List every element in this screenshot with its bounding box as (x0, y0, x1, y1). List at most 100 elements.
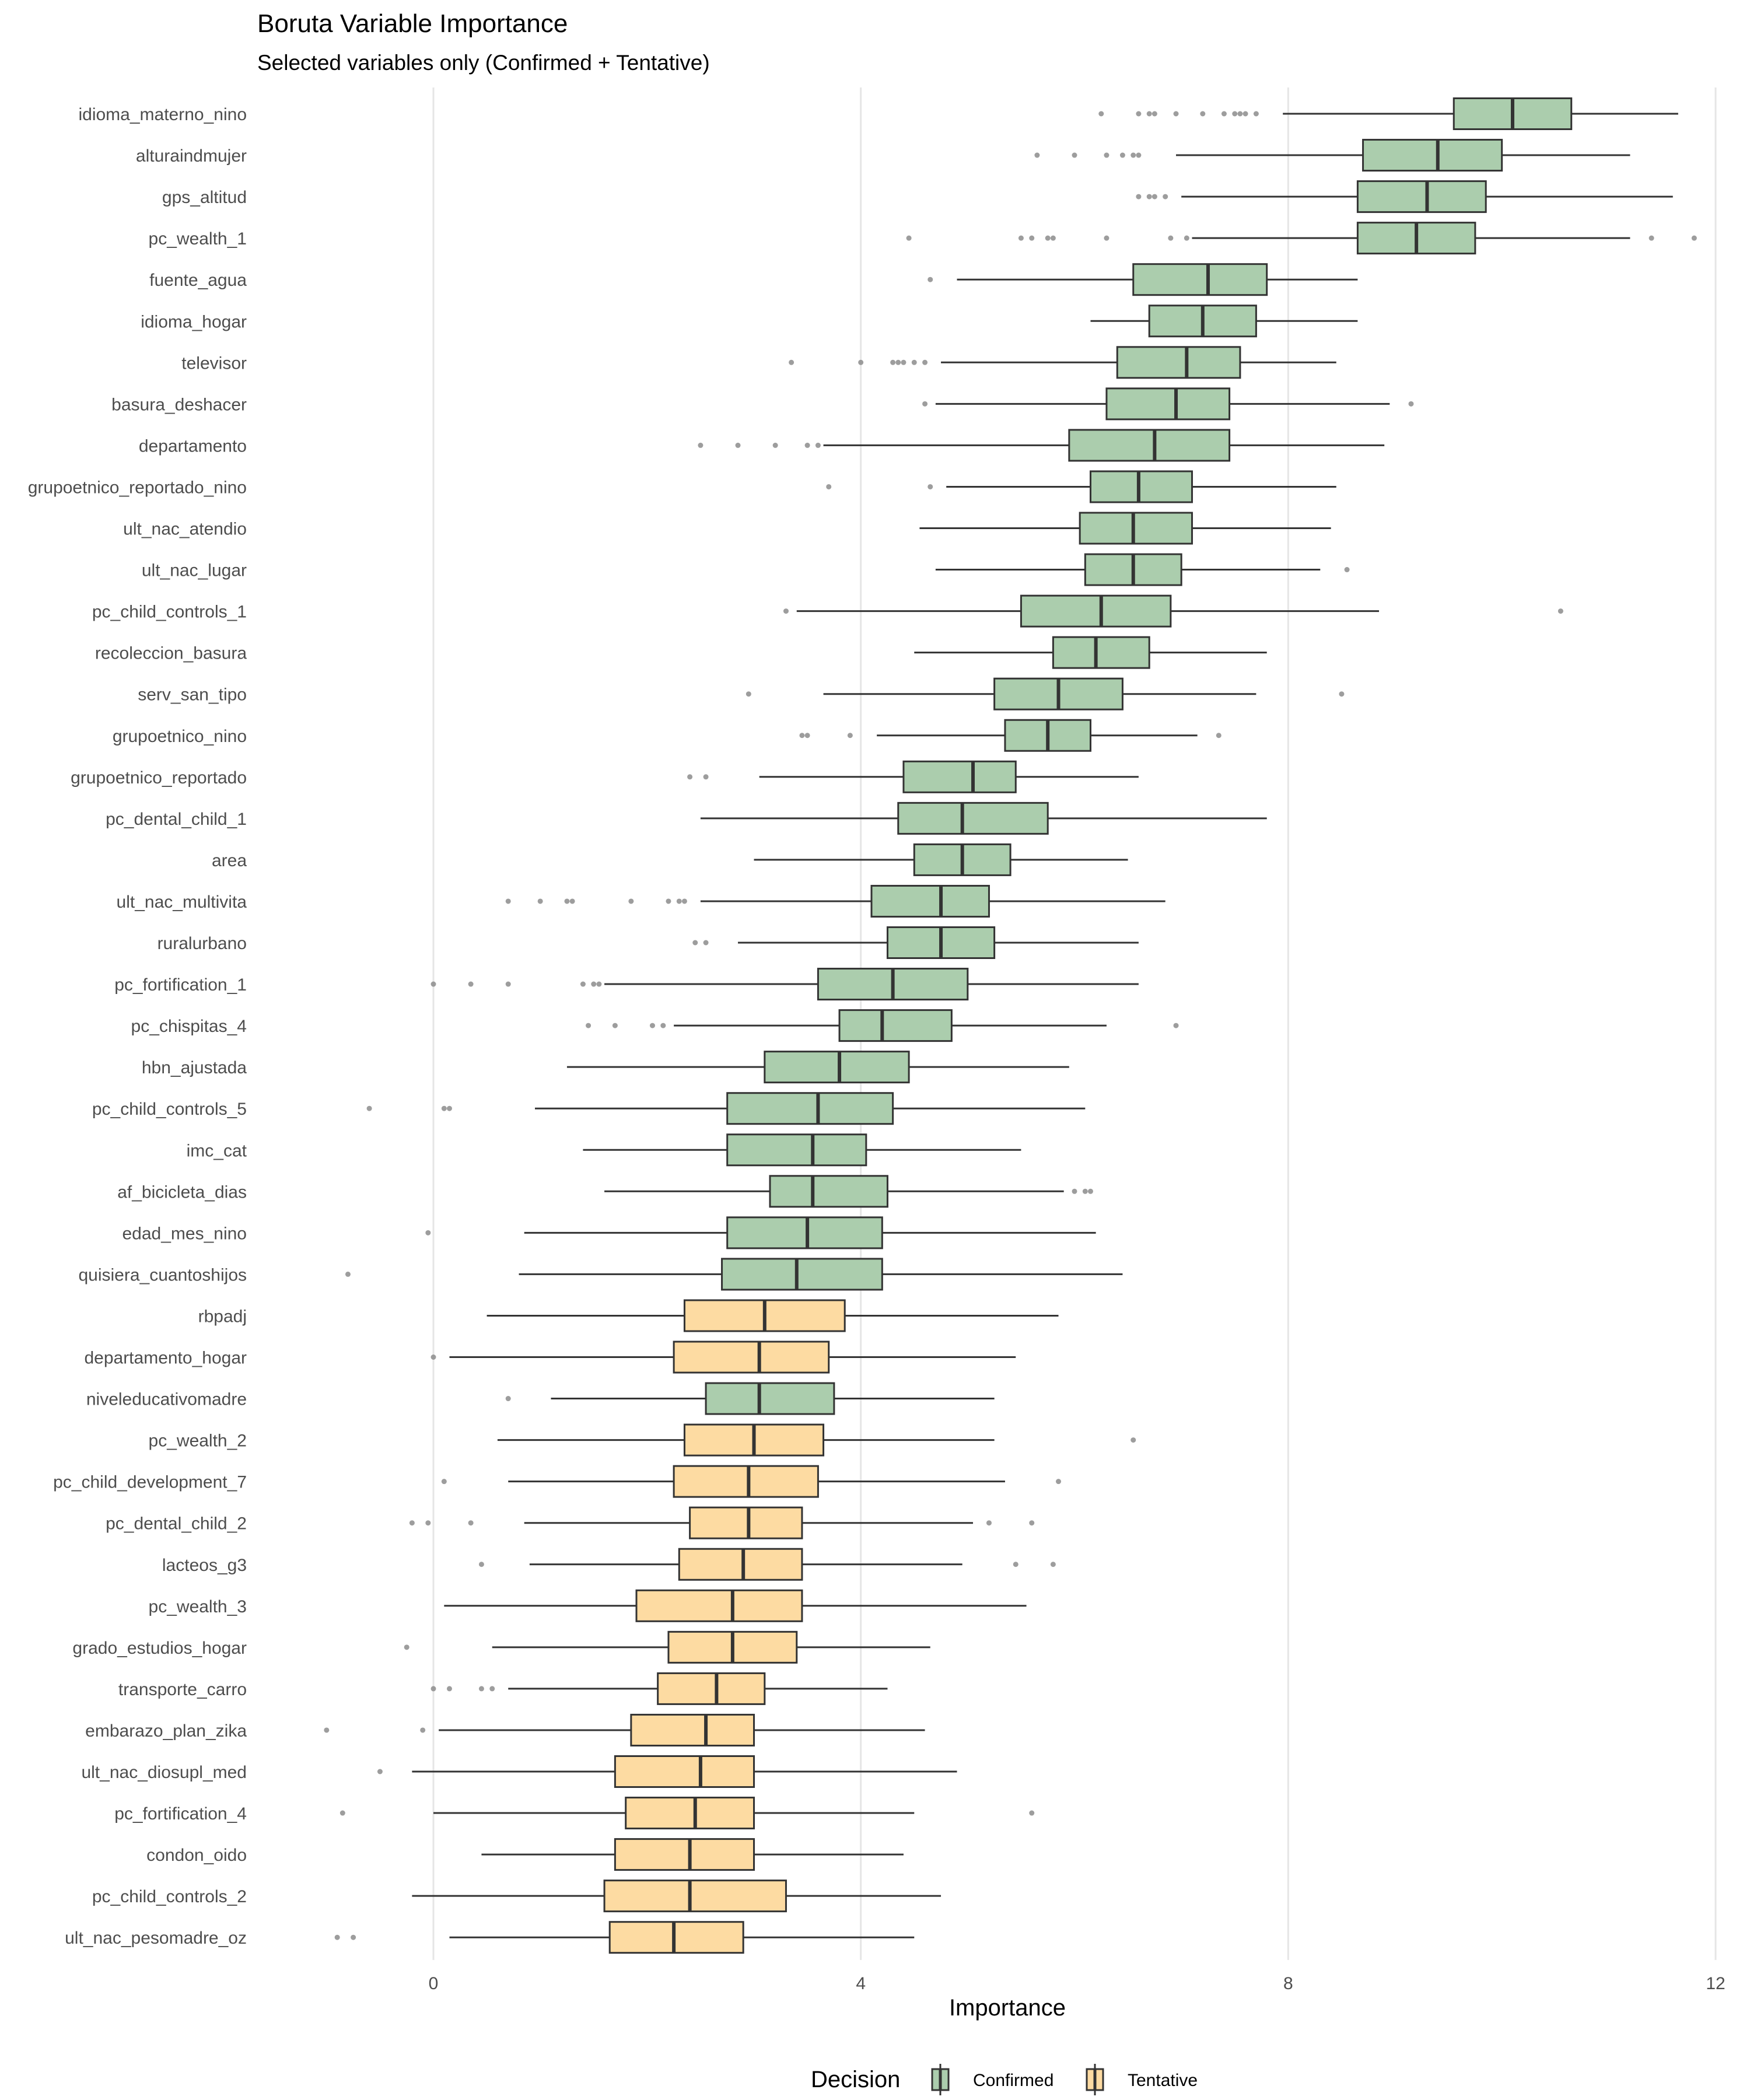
x-tick-label: 12 (1706, 1974, 1725, 1993)
y-axis-label: af_bicicleta_dias (117, 1182, 247, 1202)
y-axis-label: pc_child_development_7 (53, 1473, 247, 1492)
box (870, 884, 990, 918)
outlier-point (505, 898, 511, 904)
boxplot-row (412, 1880, 942, 1913)
boxplot-row (505, 1382, 995, 1415)
outlier-point (1558, 608, 1563, 614)
box (726, 1092, 894, 1125)
boxplot-row (698, 429, 1385, 462)
outlier-point (1050, 235, 1056, 241)
outlier-point (1648, 235, 1654, 241)
outlier-point (468, 981, 474, 987)
outlier-point (649, 1023, 655, 1028)
boxplot-row (430, 1672, 888, 1705)
y-axis-label: embarazo_plan_zika (85, 1721, 247, 1741)
outlier-point (537, 898, 543, 904)
y-axis-label: gps_altitud (162, 188, 247, 207)
y-axis-label: imc_cat (187, 1141, 247, 1160)
box (721, 1258, 883, 1291)
outlier-point (676, 898, 682, 904)
y-axis-label: ult_nac_lugar (142, 561, 247, 580)
boxplot-row (687, 760, 1139, 793)
boxplot-row (1136, 180, 1673, 214)
y-axis-label: grado_estudios_hogar (72, 1639, 247, 1658)
box (1105, 387, 1231, 421)
y-axis-label: pc_child_controls_2 (92, 1887, 247, 1906)
y-axis-label: pc_dental_child_2 (106, 1514, 247, 1534)
y-axis-label: rbpadj (198, 1307, 247, 1326)
outlier-point (890, 359, 896, 365)
y-axis-label: lacteos_g3 (162, 1556, 247, 1575)
y-axis-label: pc_chispitas_4 (131, 1017, 247, 1036)
outlier-point (826, 484, 832, 489)
boxplot-row (583, 1133, 1021, 1167)
y-axis-label: basura_deshacer (111, 395, 247, 414)
outlier-point (922, 359, 928, 365)
boxplot-row (481, 1838, 904, 1871)
box (1362, 139, 1503, 172)
outlier-point (1253, 111, 1259, 117)
outlier-point (666, 898, 671, 904)
outlier-point (1168, 235, 1174, 241)
outlier-point (895, 359, 901, 365)
boxplot-row (487, 1299, 1059, 1332)
box (673, 1465, 819, 1498)
box (1132, 263, 1268, 296)
boxplot-row (692, 926, 1139, 959)
y-axis-label: ult_nac_atendio (123, 520, 247, 539)
outlier-point (1136, 152, 1142, 158)
outlier-point (1691, 235, 1697, 241)
y-axis-label: televisor (181, 354, 247, 373)
boxplot-row (430, 968, 1139, 1001)
y-axis-label: departamento (139, 436, 247, 456)
chart-subtitle: Selected variables only (Confirmed + Ten… (257, 51, 710, 75)
outlier-point (1029, 235, 1035, 241)
box (689, 1506, 803, 1539)
outlier-point (1237, 111, 1243, 117)
outlier-point (1104, 235, 1110, 241)
outlier-point (324, 1727, 330, 1733)
outlier-point (505, 1396, 511, 1402)
outlier-point (660, 1023, 666, 1028)
box (705, 1382, 835, 1415)
legend-title: Decision (811, 2067, 900, 2092)
y-axis-label: grupoetnico_reportado (71, 768, 247, 788)
outlier-point (789, 359, 794, 365)
outlier-point (628, 898, 634, 904)
outlier-point (815, 442, 821, 448)
box (630, 1713, 755, 1746)
boxplot-row (497, 1423, 1136, 1457)
outlier-point (1344, 567, 1350, 573)
outlier-point (446, 1105, 452, 1111)
outlier-point (804, 442, 810, 448)
box (635, 1589, 803, 1622)
boxplot-row (409, 1506, 1035, 1539)
outlier-point (1018, 235, 1024, 241)
boxplot-row (746, 677, 1345, 710)
outlier-point (586, 1023, 592, 1028)
outlier-point (1152, 194, 1157, 200)
legend-key (1086, 2064, 1104, 2095)
boxplots (324, 97, 1697, 1954)
y-axis-label: transporte_carro (118, 1680, 247, 1699)
outlier-point (1163, 194, 1168, 200)
box (1079, 512, 1193, 545)
outlier-point (703, 940, 709, 946)
y-axis-label: ult_nac_multivita (117, 892, 247, 912)
boxplot-row (425, 1216, 1096, 1250)
y-axis-label: idioma_materno_nino (78, 105, 247, 124)
y-axis-label: ult_nac_diosupl_med (81, 1763, 247, 1782)
boxplot-row (754, 843, 1128, 876)
box (1356, 180, 1487, 214)
grid-lines (432, 88, 1717, 1960)
outlier-point (698, 442, 704, 448)
box (1052, 636, 1150, 669)
outlier-point (1221, 111, 1227, 117)
outlier-point (1029, 1810, 1035, 1816)
outlier-point (1136, 111, 1142, 117)
box (657, 1672, 766, 1705)
box (902, 760, 1017, 793)
outlier-point (783, 608, 789, 614)
boxplot-row (826, 470, 1336, 503)
